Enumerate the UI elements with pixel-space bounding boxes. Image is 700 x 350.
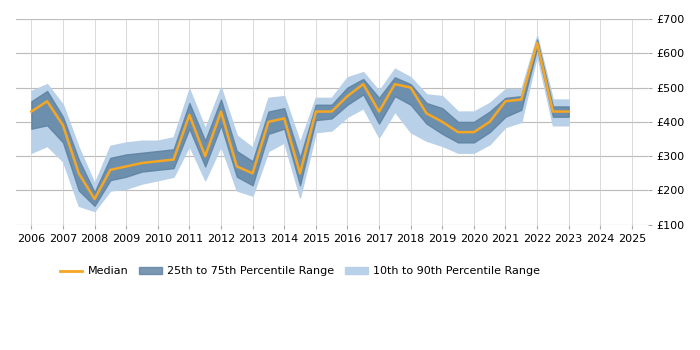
Legend: Median, 25th to 75th Percentile Range, 10th to 90th Percentile Range: Median, 25th to 75th Percentile Range, 1…	[55, 262, 545, 281]
